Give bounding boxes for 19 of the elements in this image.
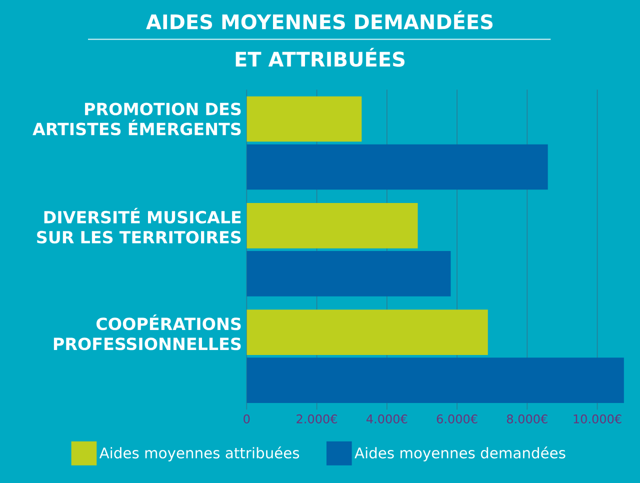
x-tick-label: 0 bbox=[244, 414, 250, 424]
bar bbox=[246, 251, 451, 296]
y-tick-label: PROMOTION DES ARTISTES ÉMERGENTS bbox=[32, 102, 241, 136]
bar bbox=[246, 203, 418, 248]
y-tick-label: DIVERSITÉ MUSICALE SUR LES TERRITOIRES bbox=[37, 208, 241, 244]
x-tick-label: 2.000€ bbox=[296, 414, 337, 424]
bar bbox=[246, 96, 362, 142]
legend-label: Aides moyennes attribuées bbox=[99, 446, 300, 462]
y-tick-label: COOPÉRATIONS PROFESSIONNELLES bbox=[54, 314, 241, 350]
bar bbox=[246, 144, 548, 190]
x-tick-label: 4.000€ bbox=[366, 414, 408, 424]
chart-subtitle: ET ATTRIBUÉES bbox=[236, 48, 405, 67]
legend-label: Aides moyennes demandées bbox=[354, 446, 566, 462]
x-tick-label: 10.000€ bbox=[574, 414, 622, 424]
chart-title: AIDES MOYENNES DEMANDÉES bbox=[146, 10, 493, 30]
x-tick-label: 8.000€ bbox=[506, 414, 548, 424]
bar bbox=[246, 310, 488, 356]
bar bbox=[246, 358, 624, 404]
x-tick-label: 6.000€ bbox=[436, 414, 478, 424]
